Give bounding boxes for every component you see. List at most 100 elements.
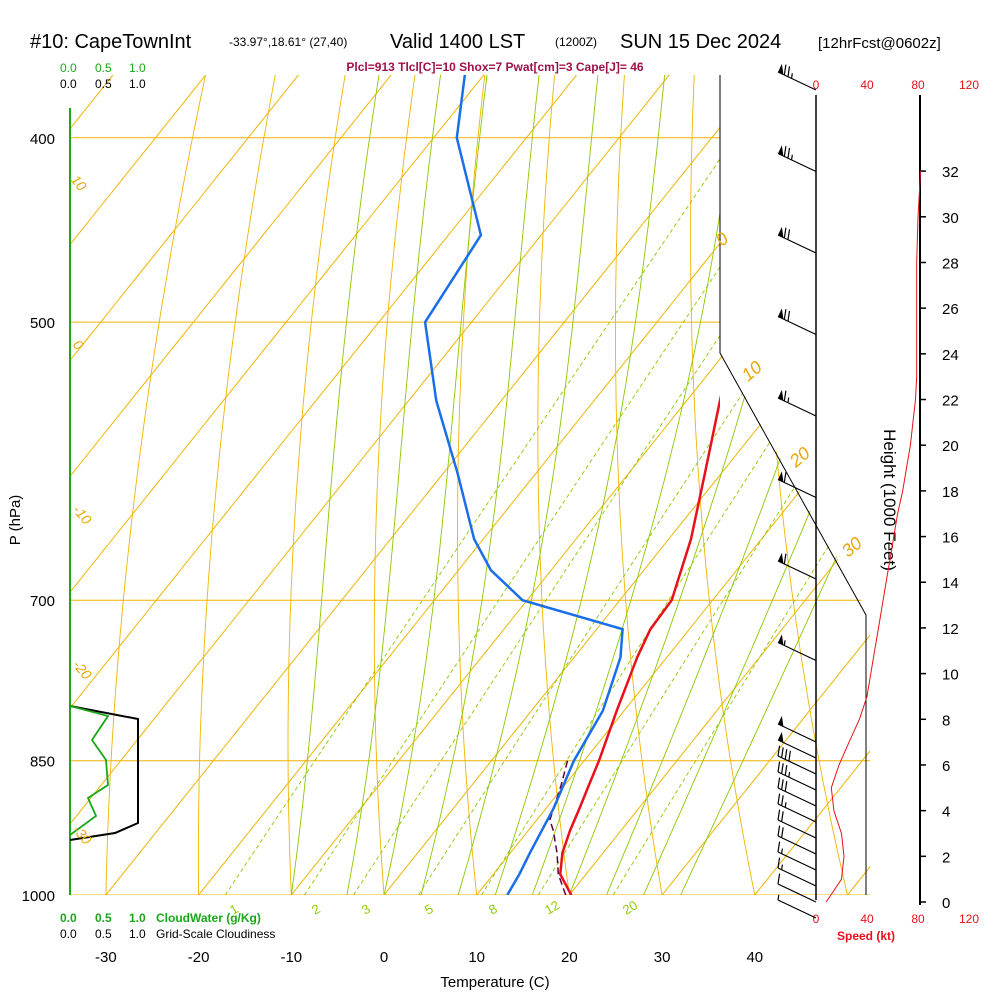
profiles-layer (423, 75, 720, 903)
wind-barb-full (777, 809, 781, 821)
isotherm (569, 75, 870, 895)
height-tick-label: 10 (942, 667, 959, 684)
wind-barb-staff (777, 315, 817, 336)
height-tick-label: 28 (942, 255, 959, 272)
wind-barb-full (784, 781, 788, 792)
cloudiness-label: Grid-Scale Cloudiness (156, 927, 275, 941)
bot-cl-2: 1.0 (129, 927, 146, 941)
temperature-axis: -30 -20 -10 0 10 20 30 40 (95, 949, 763, 966)
mixing-ratio-label: 12 (542, 897, 562, 917)
wind-barb-full (781, 763, 784, 774)
dry-adiabat (457, 75, 536, 895)
speed-tick-bottom: 80 (911, 912, 925, 926)
wind-barb-half (781, 848, 783, 854)
moist-adiabat (420, 75, 587, 895)
temperature-line (558, 395, 720, 895)
diagram-outline (719, 75, 867, 895)
mixing-ratio-label: 2 (309, 901, 323, 918)
wind-barb-full (777, 825, 781, 837)
isotherm (70, 75, 374, 895)
wind-barb-full (777, 745, 781, 757)
mixing-ratio-line (418, 137, 870, 895)
params-line: Plcl=913 Tlcl[C]=10 Shox=7 Pwat[cm]=3 Ca… (346, 60, 643, 74)
wind-barb-half (788, 771, 791, 778)
top-cl-0: 0.0 (60, 77, 77, 91)
wind-barb-full (787, 310, 791, 322)
speed-axis-label: Speed (kt) (837, 929, 895, 943)
moist-adiabat (346, 75, 498, 895)
height-tick-label: 0 (942, 895, 950, 912)
mixing-ratio-line (537, 137, 870, 895)
wind-barb-flag (778, 226, 784, 238)
wind-barb-staff (777, 478, 817, 499)
wind-barb-flag (778, 715, 784, 727)
wind-barb-staff (777, 835, 817, 855)
wind-barb-half (787, 397, 790, 403)
wind-barb-full (777, 793, 781, 805)
wind-barb-staff (777, 803, 817, 823)
top-cl-1: 0.5 (95, 77, 112, 91)
temp-tick: 20 (561, 949, 578, 966)
wind-barb-full (783, 309, 787, 320)
pressure-tick-700: 700 (30, 593, 55, 610)
height-tick-label: 8 (942, 712, 950, 729)
wind-barbs (777, 63, 817, 919)
isotherm (70, 75, 652, 895)
height-tick-label: 24 (942, 347, 959, 364)
wind-barb-full (787, 147, 791, 159)
cloud-water-label: CloudWater (g/Kg) (156, 911, 261, 925)
isotherm-label: 10 (68, 172, 90, 194)
surface-dewpoint-marker (514, 895, 522, 903)
height-tick-label: 2 (942, 849, 950, 866)
moist-adiabat (457, 75, 641, 895)
wind-barb-half (790, 154, 793, 161)
top-cw-2: 1.0 (129, 61, 146, 75)
isotherm-label: -20 (70, 657, 95, 683)
wind-barb-flag (778, 308, 784, 320)
surface-temperature-marker (567, 895, 575, 903)
dry-adiabat (615, 75, 663, 895)
temp-tick: 30 (654, 949, 671, 966)
dry-adiabat-label: 10 (738, 357, 766, 385)
temp-tick: -20 (188, 949, 210, 966)
wind-barb-flag (778, 731, 784, 743)
height-tick-label: 16 (942, 530, 959, 547)
bot-cw-1: 0.5 (95, 911, 112, 925)
x-axis-title: Temperature (C) (440, 974, 549, 991)
height-tick-label: 6 (942, 758, 950, 775)
speed-tick-top: 120 (959, 78, 979, 92)
speed-tick-top: 40 (860, 78, 874, 92)
wind-barb-staff (777, 560, 817, 580)
wind-barb-staff (777, 755, 817, 775)
wind-barb-staff (777, 739, 817, 759)
height-tick-label: 22 (942, 393, 959, 410)
isotherm-label: -10 (70, 502, 95, 528)
height-tick-label: 20 (942, 438, 959, 455)
isotherm (70, 75, 467, 895)
height-tick-label: 14 (942, 575, 959, 592)
wind-barb-full (788, 750, 792, 762)
isotherm (70, 75, 838, 895)
title-station: #10: CapeTownInt (30, 31, 192, 53)
wind-barb-full (783, 64, 787, 76)
title-valid: Valid 1400 LST (390, 31, 525, 53)
pressure-tick-1000: 1000 (22, 888, 55, 905)
speed-tick-bottom: 40 (860, 912, 874, 926)
wind-barb-full (787, 66, 791, 77)
wind-barb-staff (777, 397, 817, 417)
wind-barb-flag (778, 471, 784, 483)
height-tick-label: 30 (942, 210, 959, 227)
diagram-grid (70, 0, 1000, 895)
mixing-ratio-line (304, 137, 807, 895)
wind-barb-full (783, 227, 787, 239)
dry-adiabat-label: 30 (838, 533, 866, 561)
wind-barb-full (783, 553, 787, 565)
wind-barb-staff (777, 771, 817, 791)
wind-barb-staff (777, 152, 817, 173)
wind-barb-staff (777, 641, 817, 662)
wind-barb-flag (778, 63, 784, 75)
speed-ticks-bottom: 0 40 80 120 (813, 912, 980, 926)
wind-barb-full (777, 761, 781, 773)
title-location: -33.97°,18.61° (27,40) (229, 35, 347, 49)
dry-adiabat (969, 0, 1000, 895)
